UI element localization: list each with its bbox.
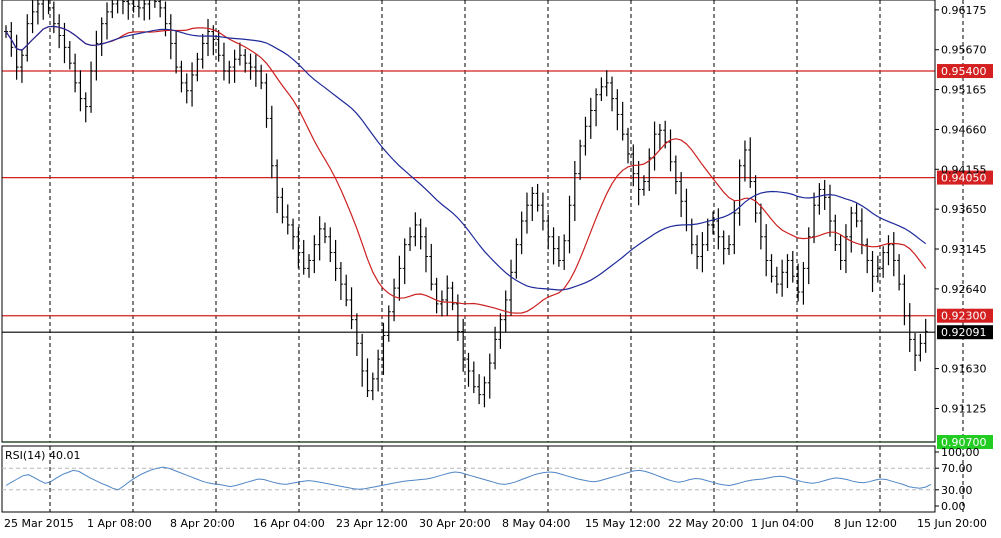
rsi-y-tick-label: 70.00: [941, 462, 973, 475]
level-badge-label: 0.95400: [941, 65, 987, 78]
x-tick-label: 1 Apr 08:00: [87, 517, 152, 530]
y-tick-label: 0.95670: [941, 44, 987, 57]
y-tick-label: 0.93145: [941, 243, 987, 256]
y-tick-label: 0.91125: [941, 402, 987, 415]
level-badge-label: 0.92300: [941, 310, 987, 323]
level-badge-label: 0.90700: [941, 436, 987, 449]
level-badge: [937, 325, 993, 340]
moving-average-fast: [5, 25, 927, 314]
x-tick-label: 15 Jun 20:00: [917, 517, 987, 530]
x-tick-label: 25 Mar 2015: [4, 517, 74, 530]
rsi-y-tick-label: 30.00: [941, 484, 973, 497]
x-tick-label: 15 May 12:00: [585, 517, 660, 530]
level-badge: [937, 435, 993, 449]
rsi-y-tick-label: 0.00: [941, 500, 966, 513]
moving-averages: [5, 25, 927, 314]
y-tick-label: 0.92640: [941, 283, 987, 296]
rsi-frame: [1, 445, 936, 513]
x-tick-label: 16 Apr 04:00: [253, 517, 325, 530]
y-tick-label: 0.91630: [941, 363, 987, 376]
price-bars: [4, 0, 928, 408]
x-tick-label: 8 Apr 20:00: [170, 517, 235, 530]
x-tick-label: 22 May 20:00: [668, 517, 743, 530]
rsi-line: [5, 466, 932, 491]
rsi-title: RSI(14) 40.01: [5, 449, 80, 462]
main-frame: [1, 0, 936, 443]
level-badge: [937, 170, 993, 185]
horizontal-levels: 0.95400 0.94050 0.92300 0.92091 0.90700: [2, 64, 993, 449]
x-tick-label: 8 May 04:00: [502, 517, 570, 530]
x-tick-label: 30 Apr 20:00: [419, 517, 491, 530]
x-tick-label: 1 Jun 04:00: [751, 517, 814, 530]
x-tick-label: 23 Apr 12:00: [336, 517, 408, 530]
level-badge-label: 0.94050: [941, 172, 987, 185]
x-tick-label: 8 Jun 12:00: [834, 517, 897, 530]
rsi-panel: RSI(14) 40.01 100.00 70.00 30.00 0.00: [1, 445, 980, 513]
level-badge-label: 0.92091: [941, 326, 987, 339]
y-tick-label: 0.93650: [941, 203, 987, 216]
y-tick-label: 0.94660: [941, 123, 987, 136]
y-tick-label: 0.94155: [941, 163, 987, 176]
time-axis: 25 Mar 2015 1 Apr 08:00 8 Apr 20:00 16 Apr …: [4, 517, 987, 530]
price-axis: 0.96175 0.95670 0.95165 0.94660 0.94155 0.936…: [1, 0, 987, 443]
level-badge: [937, 64, 993, 79]
moving-average-slow: [5, 25, 927, 291]
rsi-y-tick-label: 100.00: [941, 446, 980, 459]
y-tick-label: 0.96175: [941, 4, 987, 17]
y-tick-label: 0.95165: [941, 84, 987, 97]
level-badge: [937, 308, 993, 323]
